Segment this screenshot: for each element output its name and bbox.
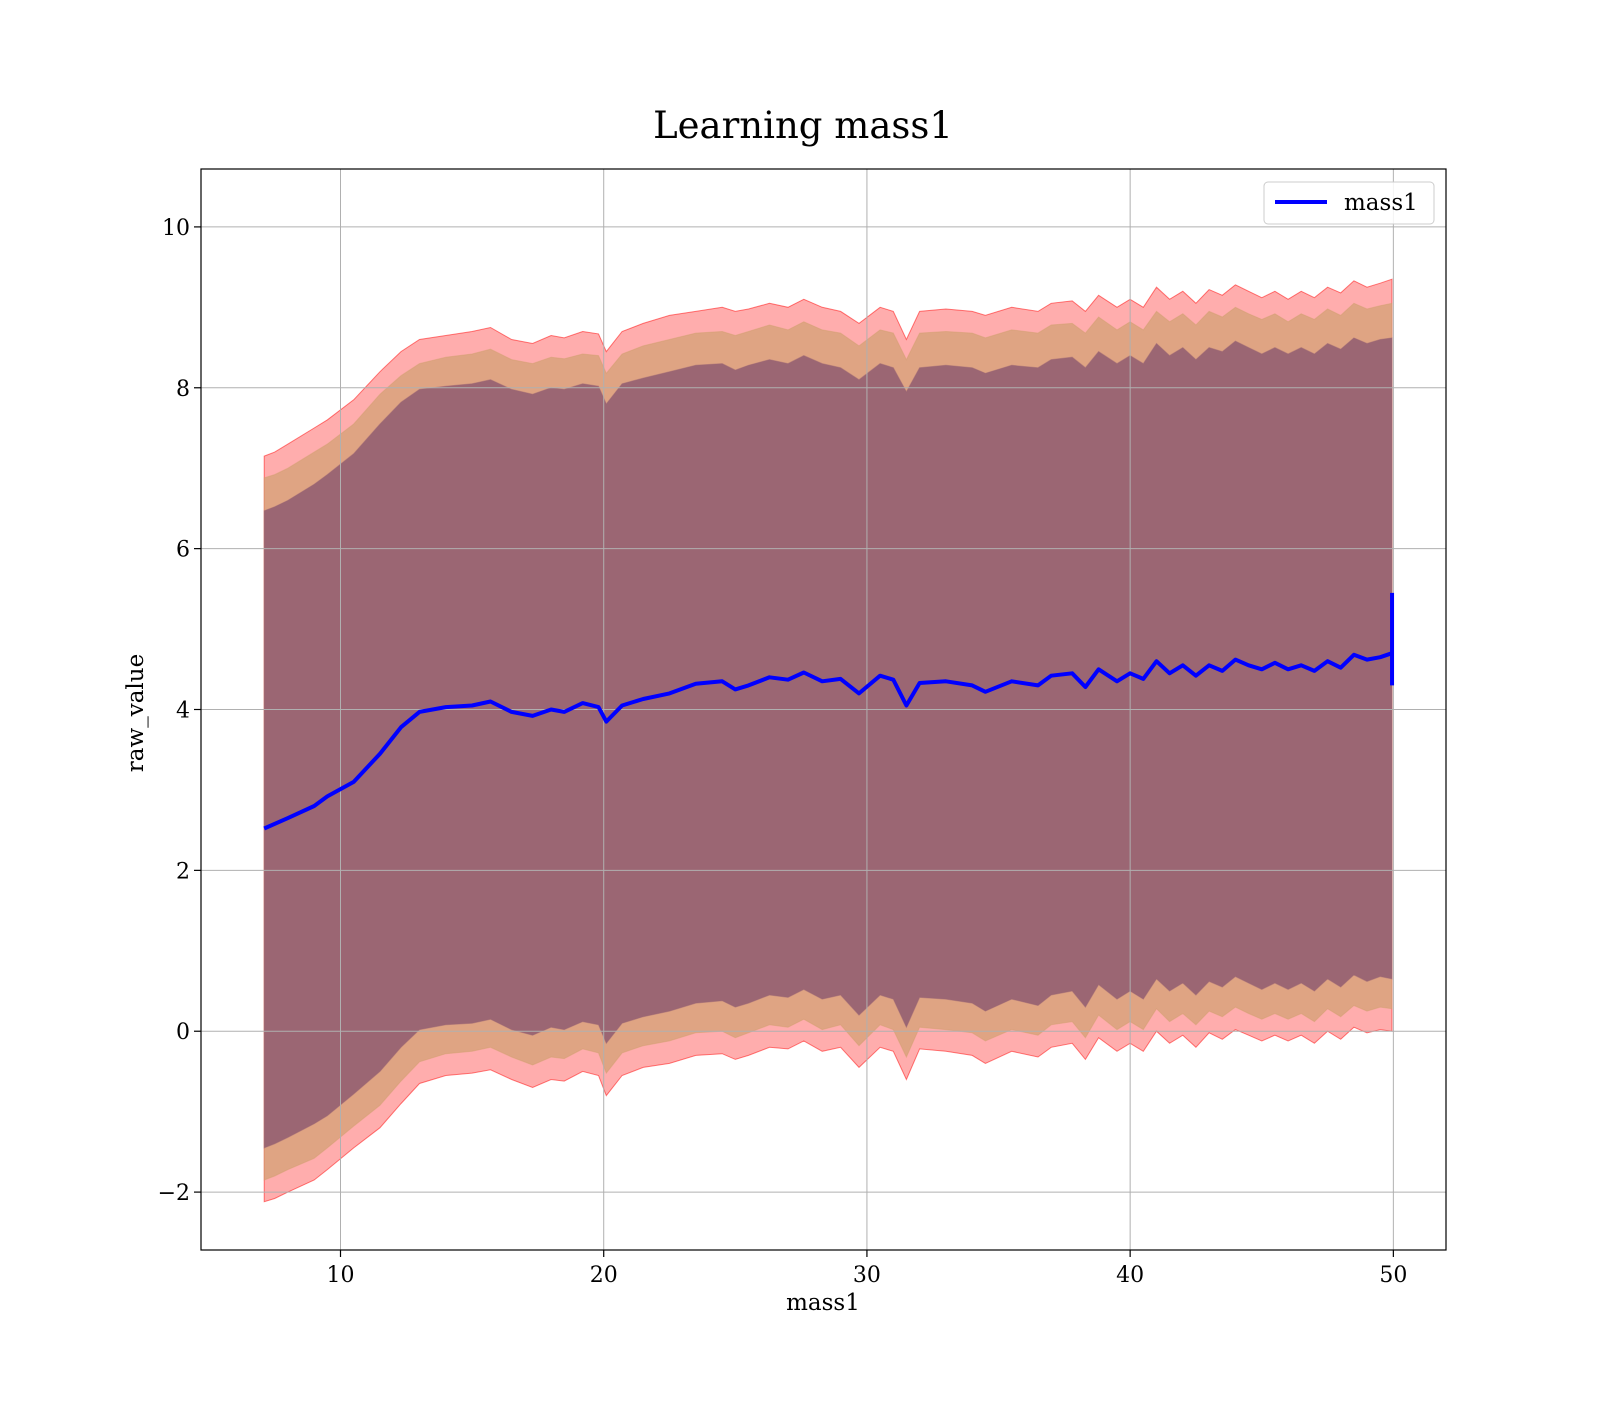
y-axis-label: raw_value [123, 654, 149, 772]
y-tick-label: −2 [158, 1181, 190, 1206]
y-tick-label: 8 [176, 377, 190, 402]
x-tick-label: 50 [1379, 1263, 1407, 1288]
legend: mass1 [1263, 181, 1435, 225]
y-tick-label: 6 [176, 538, 190, 563]
series-lines [263, 592, 1395, 831]
x-tick-label: 30 [853, 1263, 881, 1288]
y-tick-label: 4 [176, 699, 190, 724]
x-tick-label: 10 [327, 1263, 355, 1288]
y-tick-label: 0 [176, 1020, 190, 1045]
chart-title: Learning mass1 [653, 104, 953, 147]
axis-ticks: 10 20 30 40 50 −2 0 2 4 6 8 10 [158, 216, 1408, 1288]
series-line-mass1 [263, 651, 1393, 831]
x-tick-label: 40 [1116, 1263, 1144, 1288]
x-axis-label: mass1 [786, 1290, 860, 1316]
band-inner [263, 337, 1393, 1149]
legend-box [1263, 181, 1435, 225]
grid [201, 169, 1446, 1250]
x-tick-label: 20 [590, 1263, 618, 1288]
confidence-bands [263, 278, 1393, 1203]
y-tick-label: 2 [176, 859, 190, 884]
legend-label-mass1: mass1 [1344, 190, 1418, 216]
y-tick-label: 10 [162, 216, 190, 241]
